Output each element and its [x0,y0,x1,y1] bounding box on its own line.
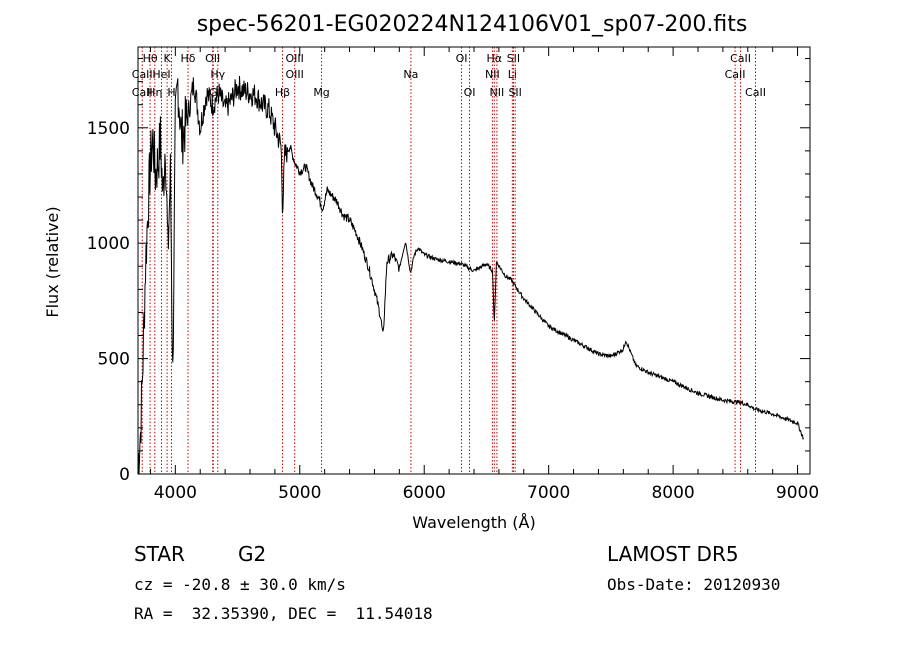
line-label: Hγ [210,68,225,81]
axis-ticks: 4000 5000 6000 7000 8000 9000 0 500 1000 1500 [87,47,819,503]
line-label: Hβ [275,86,290,99]
line-label: SII [508,86,521,99]
object-subclass: G2 [238,542,267,566]
redshift-cz: cz = -20.8 ± 30.0 km/s [134,575,346,594]
line-label: OI [456,52,468,65]
line-label: Hη [147,86,162,99]
line-label: Mg [313,86,329,99]
line-label: OIII [285,68,303,81]
line-label: CaII [745,86,766,99]
line-label: CaII [132,68,153,81]
line-label: Na [403,68,418,81]
x-tick-label: 8000 [651,483,694,503]
line-label: Hθ [143,52,158,65]
line-label: Li [508,68,517,81]
y-tick-label: 1000 [87,234,130,254]
spectrum-series-line [137,75,804,474]
observation-date: Obs-Date: 20120930 [607,575,781,594]
line-label: NII [490,86,505,99]
x-tick-label: 6000 [403,483,446,503]
line-label: NII [485,68,500,81]
line-label: HeI [152,68,170,81]
survey-name: LAMOST DR5 [607,542,739,566]
line-label: H [167,86,175,99]
line-label: CaII [725,68,746,81]
x-tick-label: 7000 [527,483,570,503]
chart-title: spec-56201-EG020224N124106V01_sp07-200.f… [197,12,748,37]
line-label: SII [507,52,520,65]
line-label: K [164,52,172,65]
x-tick-label: 9000 [776,483,819,503]
line-label: CaII [730,52,751,65]
x-tick-label: 5000 [278,483,321,503]
y-tick-label: 1500 [87,119,130,139]
line-label: G [209,86,218,99]
y-tick-label: 500 [98,350,130,370]
plot-frame [137,46,811,475]
y-tick-label: 0 [119,465,130,485]
line-label: Hδ [181,52,196,65]
line-label: OIII [285,52,303,65]
x-axis-label: Wavelength (Å) [412,513,535,532]
line-label: OII [205,52,220,65]
x-tick-label: 4000 [154,483,197,503]
line-label: OI [464,86,476,99]
y-axis-label: Flux (relative) [43,206,62,317]
coordinates: RA = 32.35390, DEC = 11.54018 [134,604,433,623]
line-label: CaII [132,86,153,99]
object-class: STAR [134,542,185,566]
line-label: Hα [487,52,503,65]
